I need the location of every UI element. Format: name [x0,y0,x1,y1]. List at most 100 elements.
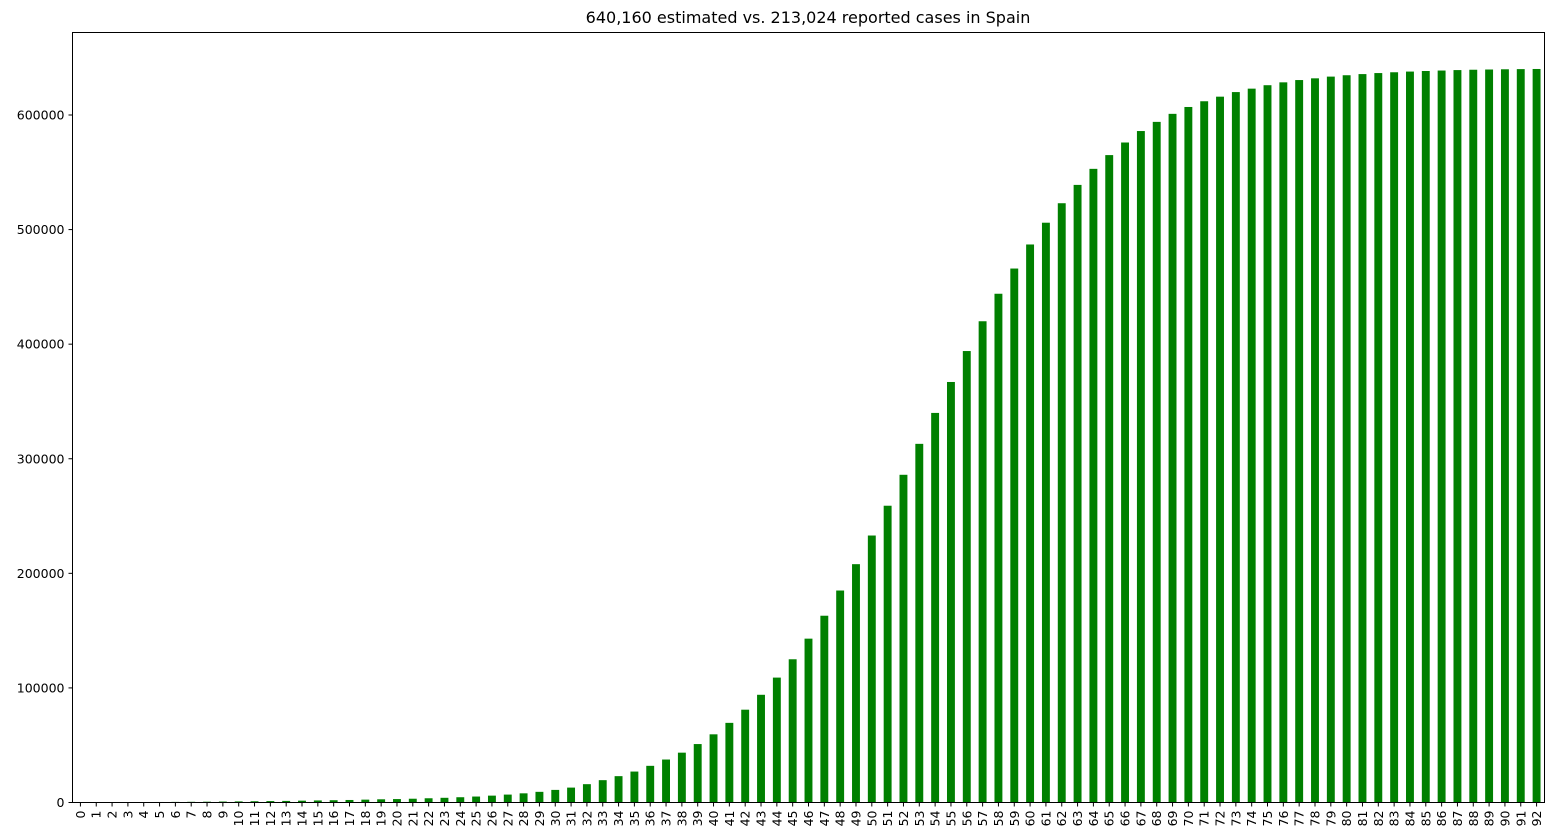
x-tick-label: 76 [1276,810,1291,826]
bar-50 [867,535,876,803]
x-tick-label: 85 [1418,811,1433,827]
plot-frame [72,32,1545,803]
x-axis: 0 1 2 3 4 5 6 7 8 9 10 11 12 13 14 15 16 17 18 19 20 21 22 23 24… [73,802,1544,827]
x-tick-label: 68 [1149,810,1164,826]
x-tick-label: 39 [690,810,705,826]
bar-88 [1469,69,1478,803]
x-tick-label: 80 [1339,810,1354,826]
x-tick-label: 11 [247,811,262,827]
bar-64 [1089,168,1098,803]
bar-75 [1263,85,1272,803]
bar-10 [234,801,243,803]
x-tick-label: 45 [785,811,800,827]
bar-76 [1279,82,1288,803]
x-tick-label: 27 [500,811,515,827]
x-tick-label: 72 [1213,811,1228,827]
bar-31 [567,787,576,803]
bar-25 [472,796,481,803]
x-tick-label: 83 [1387,811,1402,827]
x-tick-label: 81 [1355,811,1370,827]
bar-66 [1121,142,1130,803]
bar-82 [1374,73,1383,803]
bar-54 [931,412,940,803]
bar-65 [1105,155,1114,803]
bar-36 [646,765,655,803]
bar-91 [1516,69,1525,803]
x-tick-label: 51 [880,811,895,827]
x-tick-label: 55 [943,811,958,827]
bar-19 [377,799,386,803]
x-tick-label: 40 [706,810,721,826]
bar-73 [1231,92,1240,803]
y-tick-label: 0 [57,795,65,810]
x-tick-label: 2 [105,811,120,819]
x-tick-label: 77 [1292,811,1307,827]
y-tick-label: 300000 [17,451,65,466]
bar-81 [1358,74,1367,803]
x-tick-label: 53 [912,811,927,827]
bar-17 [345,799,354,803]
x-tick-label: 64 [1086,810,1101,826]
x-tick-label: 91 [1513,811,1528,827]
bar-79 [1326,76,1335,803]
x-tick-label: 79 [1323,810,1338,826]
x-tick-label: 44 [769,810,784,826]
x-tick-label: 57 [975,811,990,827]
bar-57 [978,321,987,803]
x-tick-label: 87 [1450,811,1465,827]
x-tick-label: 71 [1197,811,1212,827]
x-tick-label: 14 [295,810,310,826]
x-tick-label: 31 [564,811,579,827]
x-tick-label: 86 [1434,810,1449,826]
x-tick-label: 0 [73,810,88,818]
x-tick-label: 18 [358,810,373,826]
x-tick-label: 1 [89,811,104,819]
x-tick-label: 88 [1466,810,1481,826]
x-tick-label: 56 [959,810,974,826]
x-tick-label: 32 [579,811,594,827]
bar-49 [852,564,860,803]
bar-22 [424,798,433,803]
bar-60 [1026,244,1035,803]
bar-29 [535,791,544,803]
bar-42 [741,709,750,803]
x-tick-label: 13 [279,811,294,827]
x-tick-label: 69 [1165,810,1180,826]
y-tick-label: 500000 [17,222,65,237]
bar-53 [915,443,924,803]
y-axis: 0 100000 200000 300000 400000 500000 600000 [17,108,73,810]
x-tick-label: 37 [659,811,674,827]
x-tick-label: 92 [1529,811,1544,827]
x-tick-label: 22 [421,811,436,827]
x-tick-label: 66 [1118,810,1133,826]
x-tick-label: 59 [1007,810,1022,826]
x-tick-label: 17 [342,811,357,827]
bar-12 [266,801,275,803]
x-tick-label: 65 [1102,811,1117,827]
bar-87 [1453,70,1462,803]
bar-59 [1010,268,1019,803]
x-tick-label: 6 [168,810,183,818]
bar-27 [503,794,512,803]
bar-32 [582,784,591,803]
bar-40 [709,734,718,803]
x-tick-label: 25 [469,811,484,827]
bars-layer [76,68,1541,803]
x-tick-label: 9 [215,810,230,818]
bar-63 [1073,184,1082,803]
x-tick-label: 7 [184,811,199,819]
x-tick-label: 50 [864,810,879,826]
bar-67 [1136,131,1145,803]
x-tick-label: 67 [1133,811,1148,827]
bar-85 [1421,71,1430,803]
bar-39 [693,744,702,803]
bar-72 [1216,96,1224,803]
x-tick-label: 78 [1307,810,1322,826]
bar-77 [1295,80,1304,803]
x-tick-label: 23 [437,811,452,827]
x-tick-label: 4 [136,810,151,818]
x-tick-label: 26 [484,810,499,826]
x-tick-label: 90 [1497,810,1512,826]
y-tick-label: 400000 [17,337,65,352]
